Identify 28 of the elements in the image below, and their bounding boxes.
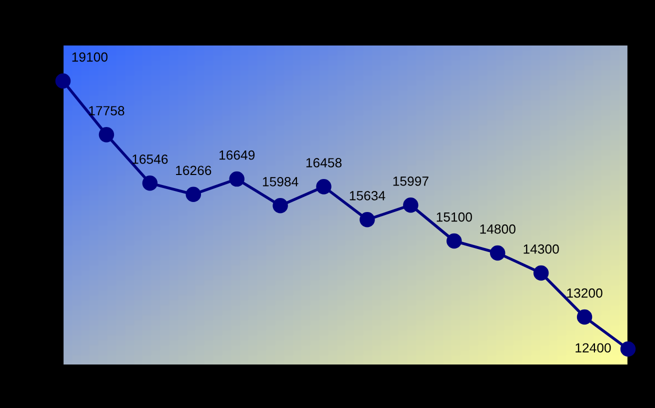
point [620,341,636,357]
data-label: 15634 [350,191,386,200]
data-label: 14800 [480,224,516,234]
data-label: 12400 [576,343,611,353]
point [186,186,202,202]
data-label: 19100 [72,52,108,62]
point [576,309,592,325]
point [360,212,375,228]
point [490,245,506,261]
data-label: 16458 [306,158,342,168]
data-label: 15997 [393,176,428,186]
data-label: 15100 [436,212,472,222]
point [229,171,244,187]
point [55,73,71,89]
data-label: 16266 [176,166,212,176]
data-label: 13200 [567,288,602,298]
point [446,233,462,249]
data-label: 14300 [524,244,559,254]
point [98,127,114,142]
data-label: 17758 [89,106,124,116]
data-label: 15984 [262,177,298,186]
point [403,197,418,213]
point [272,198,288,214]
point [533,265,549,281]
point [142,176,158,191]
data-label: 16546 [132,154,168,164]
data-label: 16649 [220,150,255,160]
point [316,179,332,194]
